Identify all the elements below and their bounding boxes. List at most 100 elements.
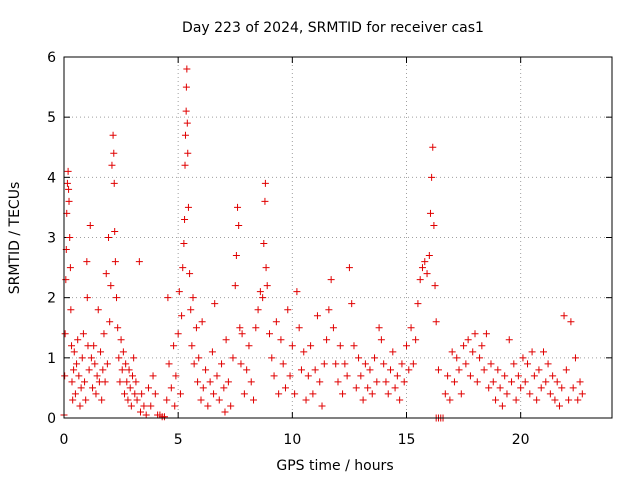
data-point [81, 378, 89, 386]
data-point [329, 324, 337, 332]
data-point [111, 227, 119, 235]
data-point [441, 390, 449, 398]
data-point [187, 306, 195, 314]
data-point [348, 300, 356, 308]
data-point [469, 348, 477, 356]
data-point [222, 336, 230, 344]
data-point [86, 221, 94, 229]
data-point [260, 240, 268, 248]
data-point [429, 143, 437, 151]
data-point [118, 366, 126, 374]
data-point [181, 161, 189, 169]
data-point [355, 354, 363, 362]
data-point [69, 396, 77, 404]
data-point [127, 402, 135, 410]
data-point [492, 396, 500, 404]
data-point [184, 203, 192, 211]
data-point [309, 390, 317, 398]
data-point [91, 360, 99, 368]
data-point [279, 360, 287, 368]
data-point [434, 366, 442, 374]
data-point [182, 107, 190, 115]
data-point [562, 366, 570, 374]
data-point [64, 167, 72, 175]
data-point [487, 360, 495, 368]
data-point [115, 354, 123, 362]
data-point [122, 360, 130, 368]
data-point [83, 258, 91, 266]
data-point [123, 378, 131, 386]
data-point [368, 390, 376, 398]
data-point [313, 312, 321, 320]
data-point [266, 330, 273, 338]
data-point [407, 324, 415, 332]
x-tick-label: 20 [512, 432, 530, 448]
data-point [189, 294, 197, 302]
data-point [73, 360, 81, 368]
data-point [361, 360, 369, 368]
data-point [325, 306, 333, 314]
data-point [389, 348, 397, 356]
data-point [501, 372, 509, 380]
data-point [482, 330, 490, 338]
data-point [476, 354, 484, 362]
data-point [106, 318, 114, 326]
data-point [339, 390, 347, 398]
data-point [551, 396, 559, 404]
data-point [471, 330, 479, 338]
data-point [530, 372, 538, 380]
x-tick-label: 15 [398, 432, 416, 448]
data-point [503, 390, 511, 398]
data-point [213, 372, 221, 380]
data-point [444, 372, 452, 380]
data-point [462, 360, 470, 368]
data-point [101, 378, 109, 386]
data-point [144, 384, 152, 392]
data-point [453, 354, 461, 362]
data-point [430, 221, 438, 229]
data-point [221, 408, 229, 416]
data-point [208, 348, 216, 356]
data-point [398, 360, 406, 368]
data-point [478, 342, 486, 350]
data-point [345, 264, 353, 272]
data-point [431, 282, 439, 290]
data-point [68, 378, 76, 386]
data-point [261, 197, 269, 205]
data-point [387, 366, 395, 374]
data-point [181, 131, 189, 139]
data-point [409, 360, 417, 368]
data-point [357, 372, 365, 380]
data-point [396, 396, 404, 404]
data-point [170, 342, 178, 350]
data-point [165, 360, 173, 368]
data-point [184, 149, 192, 157]
data-point [65, 197, 73, 205]
data-point [448, 348, 456, 356]
data-point [455, 366, 463, 374]
data-point [343, 372, 351, 380]
data-point [426, 209, 434, 217]
data-point [245, 342, 253, 350]
data-point [352, 384, 360, 392]
data-point [247, 378, 255, 386]
data-point [163, 396, 171, 404]
data-point [380, 360, 388, 368]
data-point [85, 366, 93, 374]
data-point [307, 342, 315, 350]
data-point [466, 372, 474, 380]
data-point [393, 372, 401, 380]
data-point [125, 366, 133, 374]
chart-title: Day 223 of 2024, SRMTID for receiver cas… [182, 20, 484, 36]
data-point [160, 413, 168, 421]
data-point [220, 384, 228, 392]
data-point [231, 282, 239, 290]
data-point [528, 348, 536, 356]
data-point [252, 324, 260, 332]
data-point [113, 294, 121, 302]
data-point [517, 384, 525, 392]
data-point [132, 378, 140, 386]
data-point [382, 378, 390, 386]
data-point [164, 294, 172, 302]
